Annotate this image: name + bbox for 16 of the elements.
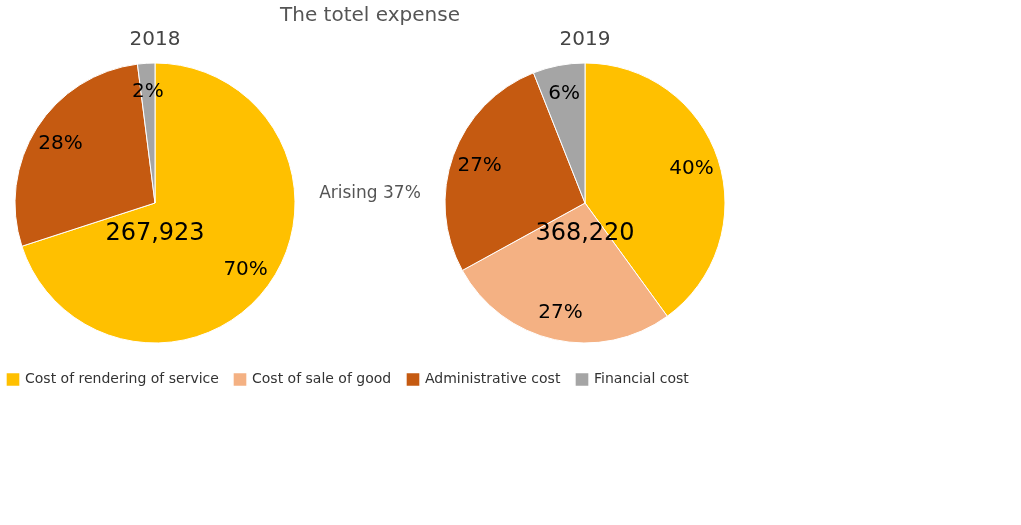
legend-label: Administrative cost (425, 370, 561, 387)
slice-label: 2018 (129, 26, 181, 50)
text: 267,923 (105, 218, 205, 246)
data-label: 70% (223, 255, 268, 280)
chart-title: The totel expense (279, 2, 460, 26)
text: 368,220 (535, 218, 635, 246)
text: Arising 37% (319, 182, 421, 202)
legend-label: Cost of sale of good (252, 370, 392, 387)
data-label: 27% (538, 299, 583, 324)
legend-label: Cost of rendering of service (25, 370, 219, 387)
data-label: 6% (548, 79, 580, 104)
legend-label: Financial cost (594, 370, 690, 387)
slice-label: 2019 (559, 26, 611, 50)
data-label: 27% (457, 152, 502, 177)
data-label: 40% (669, 155, 714, 180)
data-label: 28% (38, 129, 83, 154)
